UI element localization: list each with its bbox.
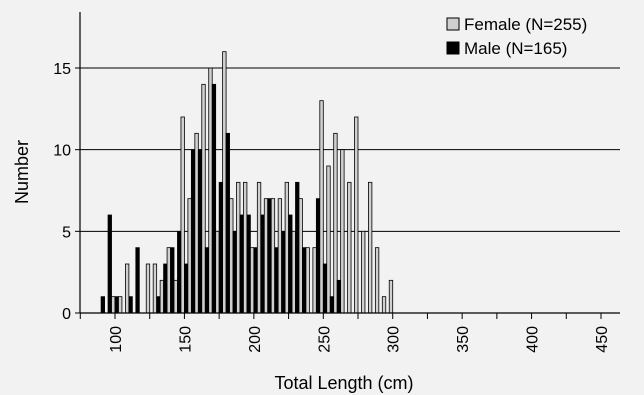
bar-male-135 [163,263,168,314]
x-tick-label-450: 450 [594,326,611,353]
bar-male-175 [218,181,224,314]
y-tick-label-5: 5 [62,224,71,241]
bar-female-180 [222,51,227,314]
y-tick-label-10: 10 [53,143,71,160]
bar-female-210 [263,198,269,314]
bar-female-290 [374,247,380,314]
bar-female-105 [118,296,123,314]
bar-male-215 [274,247,279,314]
bar-female-110 [125,263,130,314]
bar-female-160 [194,132,199,314]
bar-male-95 [107,214,112,314]
x-tick-label-400: 400 [525,326,542,353]
bar-female-200 [249,247,255,314]
bar-female-250 [319,100,324,314]
bar-male-90 [100,296,105,314]
legend-swatch-male [446,41,460,55]
y-tick-labels: 0 5 10 15 [53,61,71,323]
bar-male-160 [197,149,203,314]
bar-female-255 [326,165,331,314]
bar-female-270 [347,181,352,314]
bar-male-170 [211,83,217,314]
legend: Female (N=255) Male (N=165) [446,15,587,58]
bar-male-165 [204,247,210,314]
bar-female-245 [312,247,317,314]
x-tick-label-350: 350 [455,326,472,353]
x-tick-label-250: 250 [316,326,333,353]
bar-male-100 [114,296,119,314]
y-tick-label-0: 0 [62,306,71,323]
bar-male-235 [302,247,307,314]
bar-female-125 [145,263,151,314]
bar-female-225 [284,181,289,314]
bar-female-165 [201,83,206,314]
bar-female-230 [291,230,296,314]
x-tick-labels: 100 150 200 250 300 350 400 450 [108,326,611,353]
bar-female-185 [229,198,234,314]
y-axis-title: Number [12,140,32,204]
bar-female-140 [166,247,171,314]
bar-male-250 [322,263,328,314]
bar-male-180 [225,132,230,314]
legend-label-female: Female (N=255) [464,15,587,34]
bar-female-280 [361,230,366,314]
bar-female-295 [381,296,387,314]
bar-male-145 [177,230,182,314]
bar-female-235 [298,198,303,314]
axes [75,12,620,319]
bar-female-170 [208,67,213,314]
bar-female-265 [340,149,345,314]
bar-female-195 [243,181,248,314]
bar-female-150 [180,116,185,314]
x-tick-label-300: 300 [386,326,403,353]
x-tick-label-200: 200 [247,326,264,353]
bar-male-210 [267,198,272,314]
bar-male-260 [336,279,342,314]
bar-male-195 [246,214,251,314]
y-tick-label-15: 15 [53,61,71,78]
bar-male-230 [295,181,300,314]
bar-male-140 [170,247,175,314]
bar-female-240 [305,247,310,314]
bar-male-130 [156,296,161,314]
bar-male-225 [288,214,293,314]
bar-female-145 [173,279,178,314]
bar-male-220 [281,230,286,314]
bar-female-260 [333,132,338,314]
bar-female-130 [152,263,158,314]
bar-female-215 [270,198,276,314]
bar-male-245 [315,198,321,314]
bar-female-175 [215,230,220,314]
bar-male-155 [190,149,196,314]
bar-female-205 [256,181,262,314]
bar-female-100 [111,296,116,314]
bar-male-200 [253,247,258,314]
bar-male-150 [184,263,189,314]
bar-male-190 [239,214,244,314]
bar-female-285 [368,181,373,314]
bar-male-255 [329,296,335,314]
x-tick-label-100: 100 [108,326,125,353]
bar-male-205 [260,214,265,314]
bar-female-135 [159,279,164,314]
legend-swatch-female [446,17,460,31]
bar-female-155 [187,198,192,314]
x-tick-label-150: 150 [177,326,194,353]
bar-female-300 [388,279,394,314]
bar-female-275 [354,116,359,314]
legend-label-male: Male (N=165) [464,39,567,58]
bar-female-220 [277,198,283,314]
bar-male-185 [232,230,237,314]
bar-female-190 [236,181,241,314]
x-axis-title: Total Length (cm) [274,373,413,393]
bar-male-115 [135,247,140,314]
bar-male-110 [128,296,133,314]
